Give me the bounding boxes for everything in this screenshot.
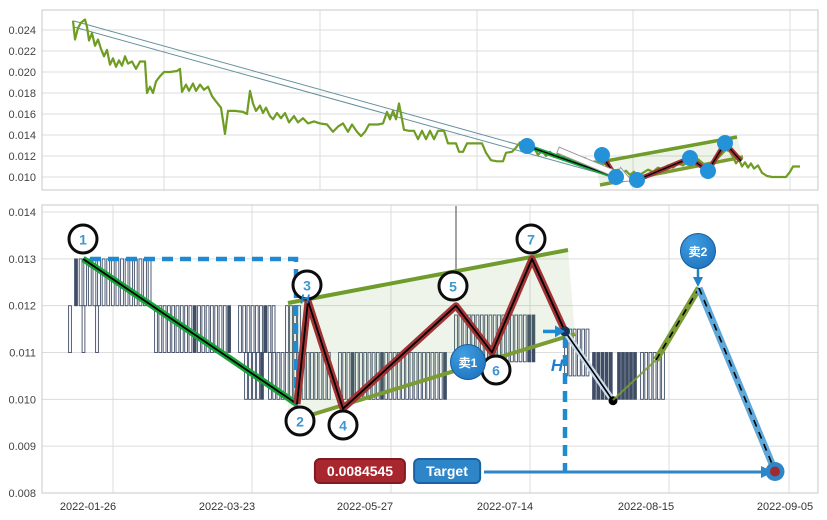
candle-bar — [228, 306, 231, 353]
candle-bar — [601, 353, 604, 400]
x-tick-label: 2022-09-05 — [757, 501, 813, 513]
bottom-y-tick-label: 0.011 — [9, 348, 36, 360]
candle-bar — [285, 353, 288, 400]
target-price-value-badge[interactable]: 0.0084545 — [314, 458, 406, 484]
top-y-tick-label: 0.014 — [8, 130, 36, 142]
candle-bar — [239, 306, 242, 353]
x-tick-label: 2022-03-23 — [199, 501, 255, 513]
mini-pivot-dot[interactable] — [608, 169, 624, 185]
mini-pivot-dot[interactable] — [519, 138, 535, 154]
candle-bar — [107, 259, 110, 306]
candle-bar — [247, 306, 250, 353]
mini-pivot-dot[interactable] — [629, 172, 645, 188]
sell-2-marker[interactable]: 卖2 — [680, 233, 716, 269]
mini-pivot-dot[interactable] — [682, 150, 698, 166]
bottom-y-tick-label: 0.009 — [8, 441, 36, 453]
candle-bar — [75, 259, 78, 306]
candle-bar — [102, 259, 105, 306]
wave-point-2-marker[interactable]: 2 — [285, 406, 316, 437]
top-y-tick-label: 0.022 — [8, 46, 36, 58]
x-tick-label: 2022-07-14 — [477, 501, 533, 513]
candle-bar — [130, 259, 133, 306]
sell-1-marker[interactable]: 卖1 — [450, 344, 486, 380]
mini-pivot-dot[interactable] — [594, 147, 610, 163]
candle-bar — [125, 259, 128, 306]
candle-bar — [176, 306, 179, 353]
top-y-tick-label: 0.024 — [8, 25, 36, 37]
bottom-y-tick-label: 0.014 — [8, 207, 36, 219]
downtrend-channel-line — [74, 27, 624, 180]
chart-stage: 0.024 0.022 0.020 0.018 0.016 0.014 0.012 0.010… — [0, 0, 827, 520]
candle-bar — [172, 306, 175, 353]
candle-bar — [264, 306, 267, 353]
top-y-tick-label: 0.016 — [8, 109, 36, 121]
mini-pivot-dot[interactable] — [717, 135, 733, 151]
candle-bar — [268, 306, 271, 353]
bottom-y-tick-label: 0.010 — [8, 394, 36, 406]
top-y-tick-label: 0.010 — [8, 172, 36, 184]
candle-bar — [286, 306, 289, 353]
candle-bar — [79, 259, 82, 306]
candle-bar — [641, 353, 644, 400]
candle-bar — [193, 306, 196, 353]
candle-bar — [649, 353, 652, 400]
candle-bar — [243, 306, 246, 353]
candle-bar — [645, 353, 648, 400]
candle-bar — [626, 353, 629, 400]
candle-bar — [269, 353, 272, 400]
wave-point-7-marker[interactable]: 7 — [516, 224, 547, 255]
wave-point-5-marker[interactable]: 5 — [438, 271, 469, 302]
candle-bar — [255, 306, 258, 353]
candle-bar — [96, 306, 99, 353]
top-y-tick-label: 0.020 — [8, 67, 36, 79]
bottom-y-tick-label: 0.013 — [8, 254, 36, 266]
pattern-height-label-2: H — [551, 356, 563, 376]
x-tick-label: 2022-01-26 — [60, 501, 116, 513]
candle-bar — [198, 306, 201, 353]
candle-bar — [202, 306, 205, 353]
candle-bar — [634, 353, 637, 400]
candle-bar — [245, 353, 248, 400]
bottom-y-tick-label: 0.008 — [8, 488, 36, 500]
pattern-height-label-1: H — [300, 292, 309, 307]
target-badge[interactable]: Target — [413, 458, 481, 484]
candle-bar — [148, 259, 151, 306]
mini-pivot-dot[interactable] — [700, 163, 716, 179]
candle-bar — [272, 306, 275, 353]
candle-bar — [260, 306, 263, 353]
candle-bar — [630, 353, 633, 400]
x-tick-label: 2022-08-15 — [618, 501, 674, 513]
candle-bar — [69, 306, 72, 353]
candle-bar — [251, 306, 254, 353]
candle-bar — [219, 306, 222, 353]
candle-bar — [662, 353, 665, 400]
candle-bar — [82, 306, 85, 353]
target-dot-inner — [770, 467, 780, 477]
top-y-tick-label: 0.018 — [8, 88, 36, 100]
bottom-y-tick-label: 0.012 — [8, 301, 36, 313]
x-tick-label: 2022-05-27 — [337, 501, 393, 513]
wave-point-1-marker[interactable]: 1 — [68, 224, 99, 255]
candle-bar — [223, 306, 226, 353]
sell2-arrowhead-icon — [693, 277, 703, 287]
candle-bar — [84, 259, 87, 306]
top-y-tick-label: 0.012 — [8, 151, 36, 163]
wave-point-4-marker[interactable]: 4 — [328, 410, 359, 441]
